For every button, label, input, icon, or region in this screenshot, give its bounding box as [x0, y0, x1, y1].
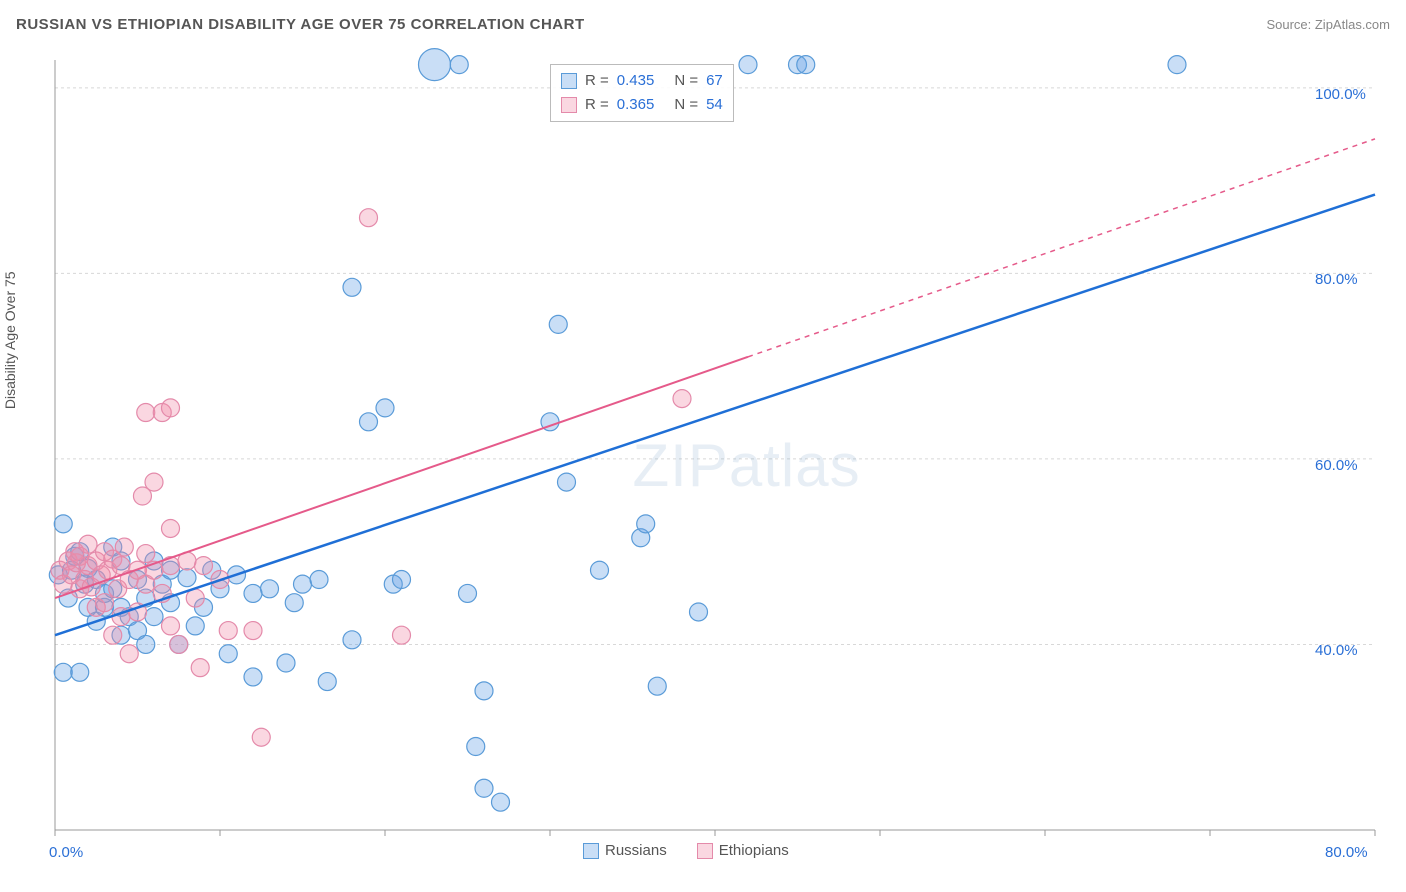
legend-item: Russians	[583, 842, 667, 859]
correlation-stats-box: R = 0.435 N = 67 R = 0.365 N = 54	[550, 64, 734, 122]
n-label: N =	[674, 69, 698, 93]
legend-swatch	[697, 843, 713, 859]
n-value: 54	[706, 93, 723, 117]
legend-swatch	[561, 73, 577, 89]
legend-label: Ethiopians	[719, 842, 789, 859]
legend-bottom: Russians Ethiopians	[583, 842, 789, 859]
legend-swatch	[561, 97, 577, 113]
chart-source: Source: ZipAtlas.com	[1266, 17, 1390, 32]
r-label: R =	[585, 93, 609, 117]
r-value: 0.435	[617, 69, 655, 93]
scatter-plot-svg	[0, 48, 1385, 880]
y-tick-label: 80.0%	[1315, 271, 1358, 288]
stats-row: R = 0.435 N = 67	[561, 69, 723, 93]
chart-area: Disability Age Over 75 ZIPatlas R =0.435…	[0, 48, 1406, 892]
stats-row: R = 0.365 N = 54	[561, 93, 723, 117]
chart-header: RUSSIAN VS ETHIOPIAN DISABILITY AGE OVER…	[0, 0, 1406, 48]
y-tick-label: 100.0%	[1315, 86, 1366, 103]
n-label: N =	[674, 93, 698, 117]
r-value: 0.365	[617, 93, 655, 117]
y-tick-label: 60.0%	[1315, 457, 1358, 474]
legend-swatch	[583, 843, 599, 859]
legend-item: Ethiopians	[697, 842, 789, 859]
r-label: R =	[585, 69, 609, 93]
x-tick-label: 80.0%	[1325, 844, 1368, 861]
n-value: 67	[706, 69, 723, 93]
y-tick-label: 40.0%	[1315, 642, 1358, 659]
x-tick-label: 0.0%	[49, 844, 83, 861]
chart-title: RUSSIAN VS ETHIOPIAN DISABILITY AGE OVER…	[16, 16, 585, 33]
y-axis-title: Disability Age Over 75	[2, 271, 18, 409]
legend-label: Russians	[605, 842, 667, 859]
